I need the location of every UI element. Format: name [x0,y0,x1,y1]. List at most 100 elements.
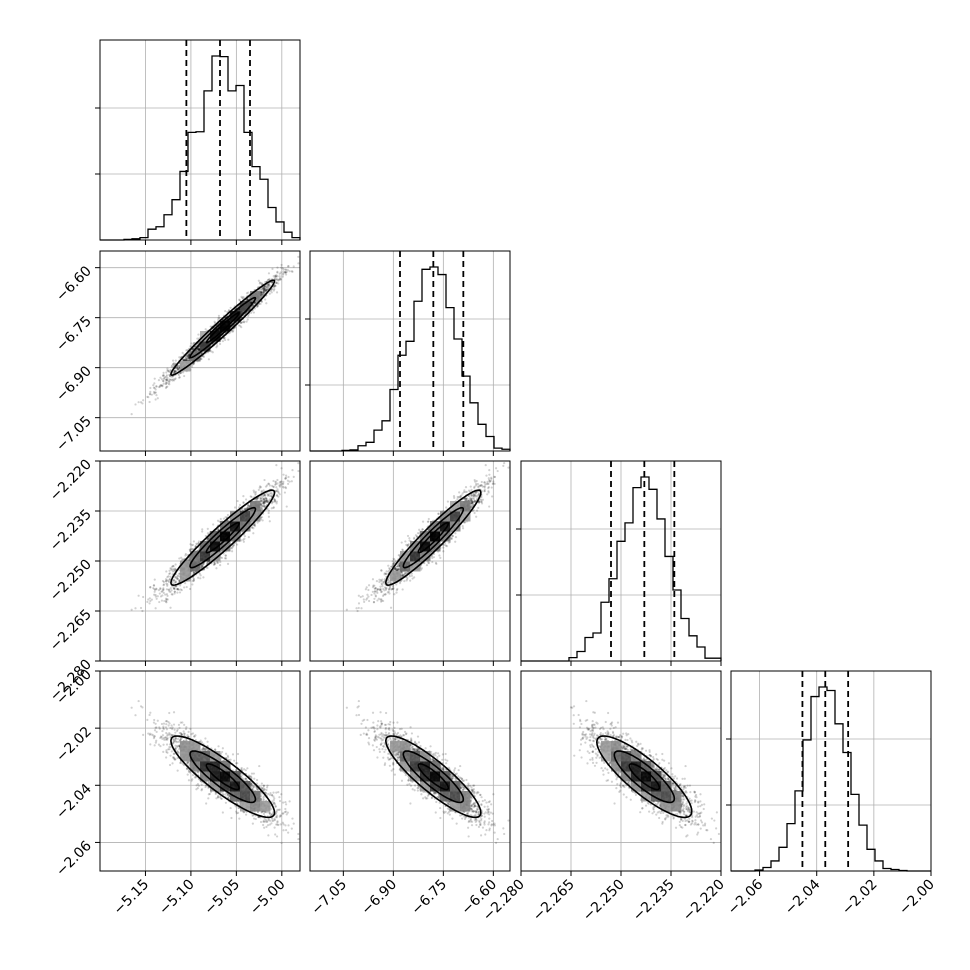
sample-point [177,579,181,582]
sample-point [279,480,282,484]
sample-point [176,366,179,369]
sample-point [172,564,175,568]
sample-point [278,275,281,278]
sample-point [153,391,157,394]
sample-point [156,397,159,400]
sample-point [198,348,201,351]
sample-point [167,588,170,591]
sample-point [260,499,263,503]
sample-point [226,513,230,517]
sample-point [186,354,189,358]
density-cell [230,311,241,322]
sample-point [287,482,290,486]
sample-point [169,575,172,578]
sample-point [227,309,231,312]
sample-point [174,370,177,373]
sample-point [256,498,259,501]
sample-point [185,357,188,360]
sample-point [252,527,255,530]
sample-point [261,293,264,297]
sample-point [269,492,272,495]
sample-point [302,467,304,469]
sample-point [173,590,176,593]
sample-point [204,534,207,538]
sample-point [187,355,190,358]
sample-point [275,494,279,497]
sample-point [260,499,263,502]
sample-point [220,556,224,559]
sample-point [267,499,270,502]
sample-point [181,559,184,562]
sample-point [162,580,165,584]
sample-point [265,288,268,291]
sample-point [230,547,234,550]
sample-point [219,564,222,567]
sample-point [153,587,156,591]
sample-point [165,598,169,601]
sample-point [184,358,187,362]
sample-point [262,489,265,492]
sample-point [169,590,172,594]
density-cell [200,331,211,342]
sample-point [252,532,255,535]
sample-point [262,290,265,293]
sample-point [238,298,241,301]
scatter-panel-p1-p2: −7.05−6.90−6.75−6.60 [53,227,322,456]
sample-point [259,498,262,501]
sample-point [187,353,190,357]
sample-point [265,498,268,501]
sample-point [275,277,278,281]
sample-point [280,467,283,470]
sample-point [170,365,173,368]
sample-point [153,588,157,592]
sample-point [191,363,194,366]
sample-point [240,311,243,314]
sample-point [242,495,245,498]
sample-point [165,385,168,389]
sample-point [291,469,294,472]
sample-point [266,499,269,502]
sample-point [168,374,172,378]
sample-point [267,278,270,281]
sample-point [182,358,186,361]
sample-point [250,305,253,309]
sample-point [183,359,186,362]
sample-point [153,578,156,581]
sample-point [274,480,277,483]
sample-point [259,496,262,500]
sample-point [170,364,174,367]
contours [170,279,276,377]
sample-point [197,333,200,336]
sample-point [196,347,199,351]
sample-point [238,503,242,507]
sample-point [279,483,282,487]
sample-point [153,392,156,395]
sample-point [165,378,169,381]
sample-point [260,293,264,296]
sample-point [184,581,187,585]
y-tick-label: −6.90 [53,363,95,405]
sample-point [154,593,157,597]
sample-point [176,587,179,591]
sample-point [178,376,181,379]
sample-point [161,594,164,597]
sample-point [224,554,227,557]
sample-point [200,357,203,361]
sample-point [197,347,201,350]
sample-point [259,497,262,500]
sample-point [189,548,192,551]
sample-point [197,348,200,352]
sample-point [275,494,279,497]
sample-point [150,598,153,601]
sample-point [164,386,168,390]
sample-point [161,374,165,377]
sample-point [320,227,322,229]
sample-point [280,266,283,269]
sample-point [165,378,168,381]
sample-point [168,378,171,381]
sample-point [157,589,161,592]
sample-point [172,359,175,362]
sample-point [264,289,268,292]
sample-point [172,363,175,366]
